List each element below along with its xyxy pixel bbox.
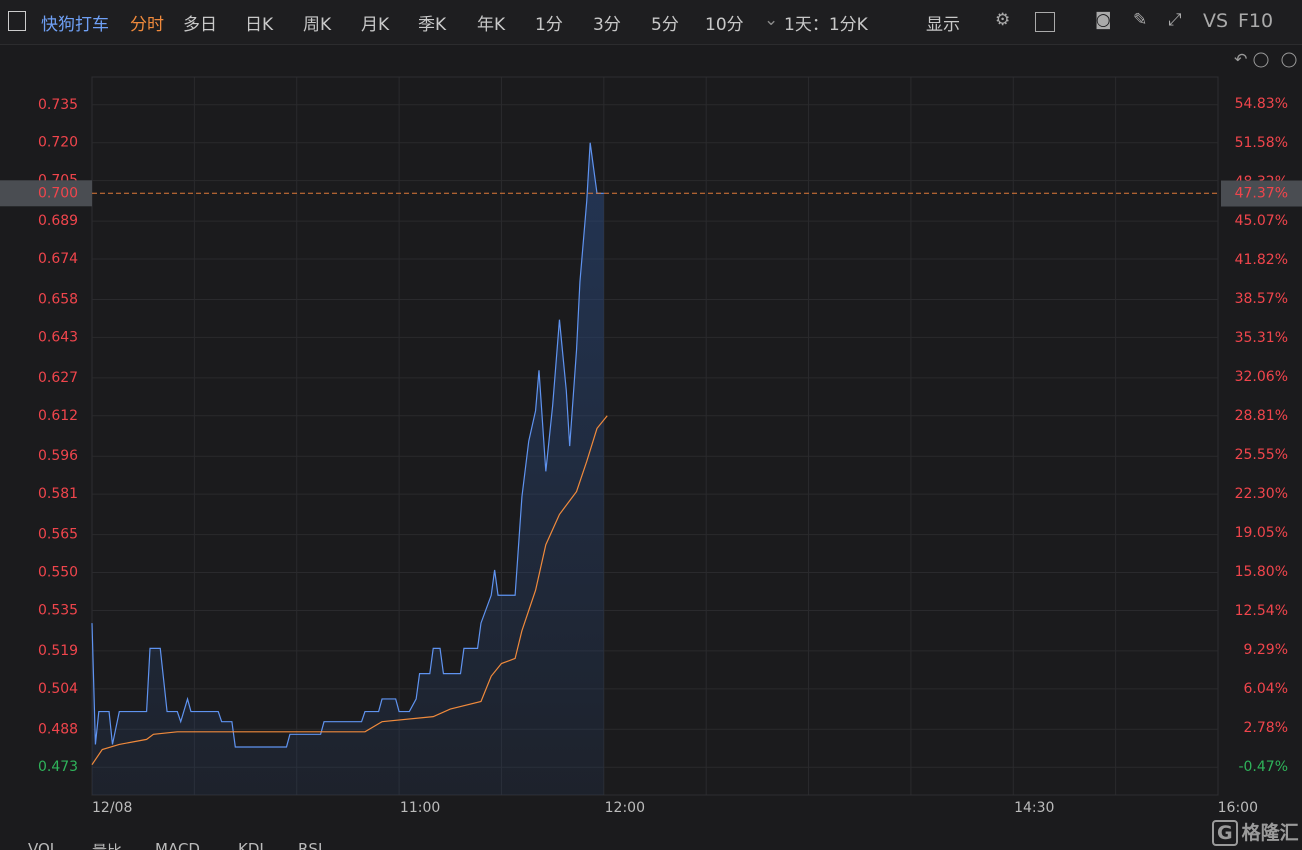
indicator-tab[interactable]: 量比 — [92, 840, 122, 850]
tab[interactable]: 1分 — [535, 15, 563, 35]
indicator-tab[interactable]: MACD — [155, 840, 200, 850]
last-change-box — [1221, 180, 1302, 207]
y-tick-label: 0.488 — [38, 721, 78, 737]
tab[interactable]: 月K — [361, 15, 390, 35]
y2-tick-label: 45.07% — [1235, 213, 1288, 229]
price-line — [91, 142, 604, 748]
y-tick-label: 0.473 — [38, 759, 78, 775]
menu-icon[interactable] — [8, 11, 26, 31]
display[interactable]: 显示 — [926, 15, 960, 35]
x-tick-label: 16:00 — [1218, 800, 1258, 816]
y2-tick-label: 32.06% — [1235, 369, 1288, 385]
y-tick-label: 0.627 — [38, 370, 78, 386]
y-tick-label: 0.581 — [38, 486, 78, 502]
y2-tick-label: 25.55% — [1235, 447, 1288, 463]
last-change-label: 47.37% — [1235, 186, 1288, 202]
symbol[interactable]: 快狗打车 — [41, 15, 109, 35]
x-tick-label: 14:30 — [1014, 800, 1054, 816]
y-tick-label: 0.612 — [38, 408, 78, 424]
y-tick-label: 0.674 — [38, 251, 78, 267]
indicator-tab[interactable]: KDJ — [238, 840, 264, 850]
y-tick-label: 0.658 — [38, 291, 78, 307]
last-price-label: 0.700 — [38, 185, 78, 201]
y2-tick-label: 28.81% — [1235, 408, 1288, 424]
tab[interactable]: 多日 — [183, 15, 217, 35]
y2-tick-label: 9.29% — [1244, 642, 1288, 658]
zoom-in[interactable] — [1281, 52, 1297, 68]
tab[interactable]: 10分 — [705, 15, 744, 35]
y-tick-label: 0.565 — [38, 527, 78, 543]
x-tick-label: 11:00 — [400, 800, 440, 816]
tab[interactable]: 3分 — [593, 15, 621, 35]
y2-tick-label: 6.04% — [1244, 681, 1288, 697]
watermark: G 格隆汇 — [1212, 818, 1299, 846]
y-tick-label: 0.735 — [38, 97, 78, 113]
y-tick-label: 0.535 — [38, 602, 78, 618]
price-line — [91, 415, 608, 765]
tab[interactable]: 分时 — [130, 15, 164, 35]
tab[interactable]: 季K — [418, 15, 447, 35]
box-icon[interactable] — [1035, 12, 1055, 32]
tab[interactable]: 5分 — [651, 15, 679, 35]
indicator-tab[interactable]: RSI — [298, 840, 323, 850]
y2-tick-label: 15.80% — [1235, 564, 1288, 580]
y-tick-label: 0.689 — [38, 213, 78, 229]
y-tick-label: 0.519 — [38, 643, 78, 659]
y-tick-label: 0.550 — [38, 565, 78, 581]
y2-tick-label: 54.83% — [1235, 96, 1288, 112]
dropdown[interactable]: ⌄ — [764, 10, 779, 30]
y2-tick-label: 2.78% — [1244, 720, 1288, 736]
y-tick-label: 0.596 — [38, 448, 78, 464]
last-price-box — [0, 180, 92, 207]
y2-tick-label: 12.54% — [1235, 603, 1288, 619]
watermark-text: 格隆汇 — [1241, 822, 1299, 844]
y-tick-label: 0.643 — [38, 329, 78, 345]
y2-tick-label: 51.58% — [1235, 135, 1288, 151]
camera-icon[interactable]: ◙ — [1095, 10, 1112, 30]
vs[interactable]: VS — [1203, 10, 1229, 32]
y2-tick-label: -0.47% — [1238, 759, 1288, 775]
zoom-out[interactable] — [1253, 52, 1269, 68]
y2-tick-label: 22.30% — [1235, 486, 1288, 502]
undo-icon[interactable]: ↶ — [1234, 50, 1247, 69]
vertical-grid — [193, 77, 1117, 795]
toolbar — [0, 0, 1302, 45]
y-tick-label: 0.504 — [38, 681, 78, 697]
fullscreen-icon[interactable]: ⤢ — [1168, 10, 1182, 30]
price-area — [92, 142, 604, 795]
y2-tick-label: 35.31% — [1235, 330, 1288, 346]
tab[interactable]: 周K — [303, 15, 332, 35]
y-tick-label: 0.720 — [38, 135, 78, 151]
y2-tick-label: 41.82% — [1235, 252, 1288, 268]
tab[interactable]: 日K — [245, 15, 274, 35]
x-tick-label: 12:00 — [605, 800, 645, 816]
tab[interactable]: 年K — [477, 15, 506, 35]
y2-tick-label: 19.05% — [1235, 525, 1288, 541]
settings-icon[interactable]: ⚙ — [995, 10, 1011, 30]
pen-icon[interactable]: ✎ — [1133, 10, 1148, 30]
period[interactable]: 1天：1分K — [784, 15, 868, 35]
indicator-tab[interactable]: VOL — [28, 840, 59, 850]
f10[interactable]: F10 — [1238, 10, 1274, 32]
y2-tick-label: 38.57% — [1235, 291, 1288, 307]
x-tick-label: 12/08 — [92, 800, 132, 816]
plot-frame — [91, 76, 1219, 796]
